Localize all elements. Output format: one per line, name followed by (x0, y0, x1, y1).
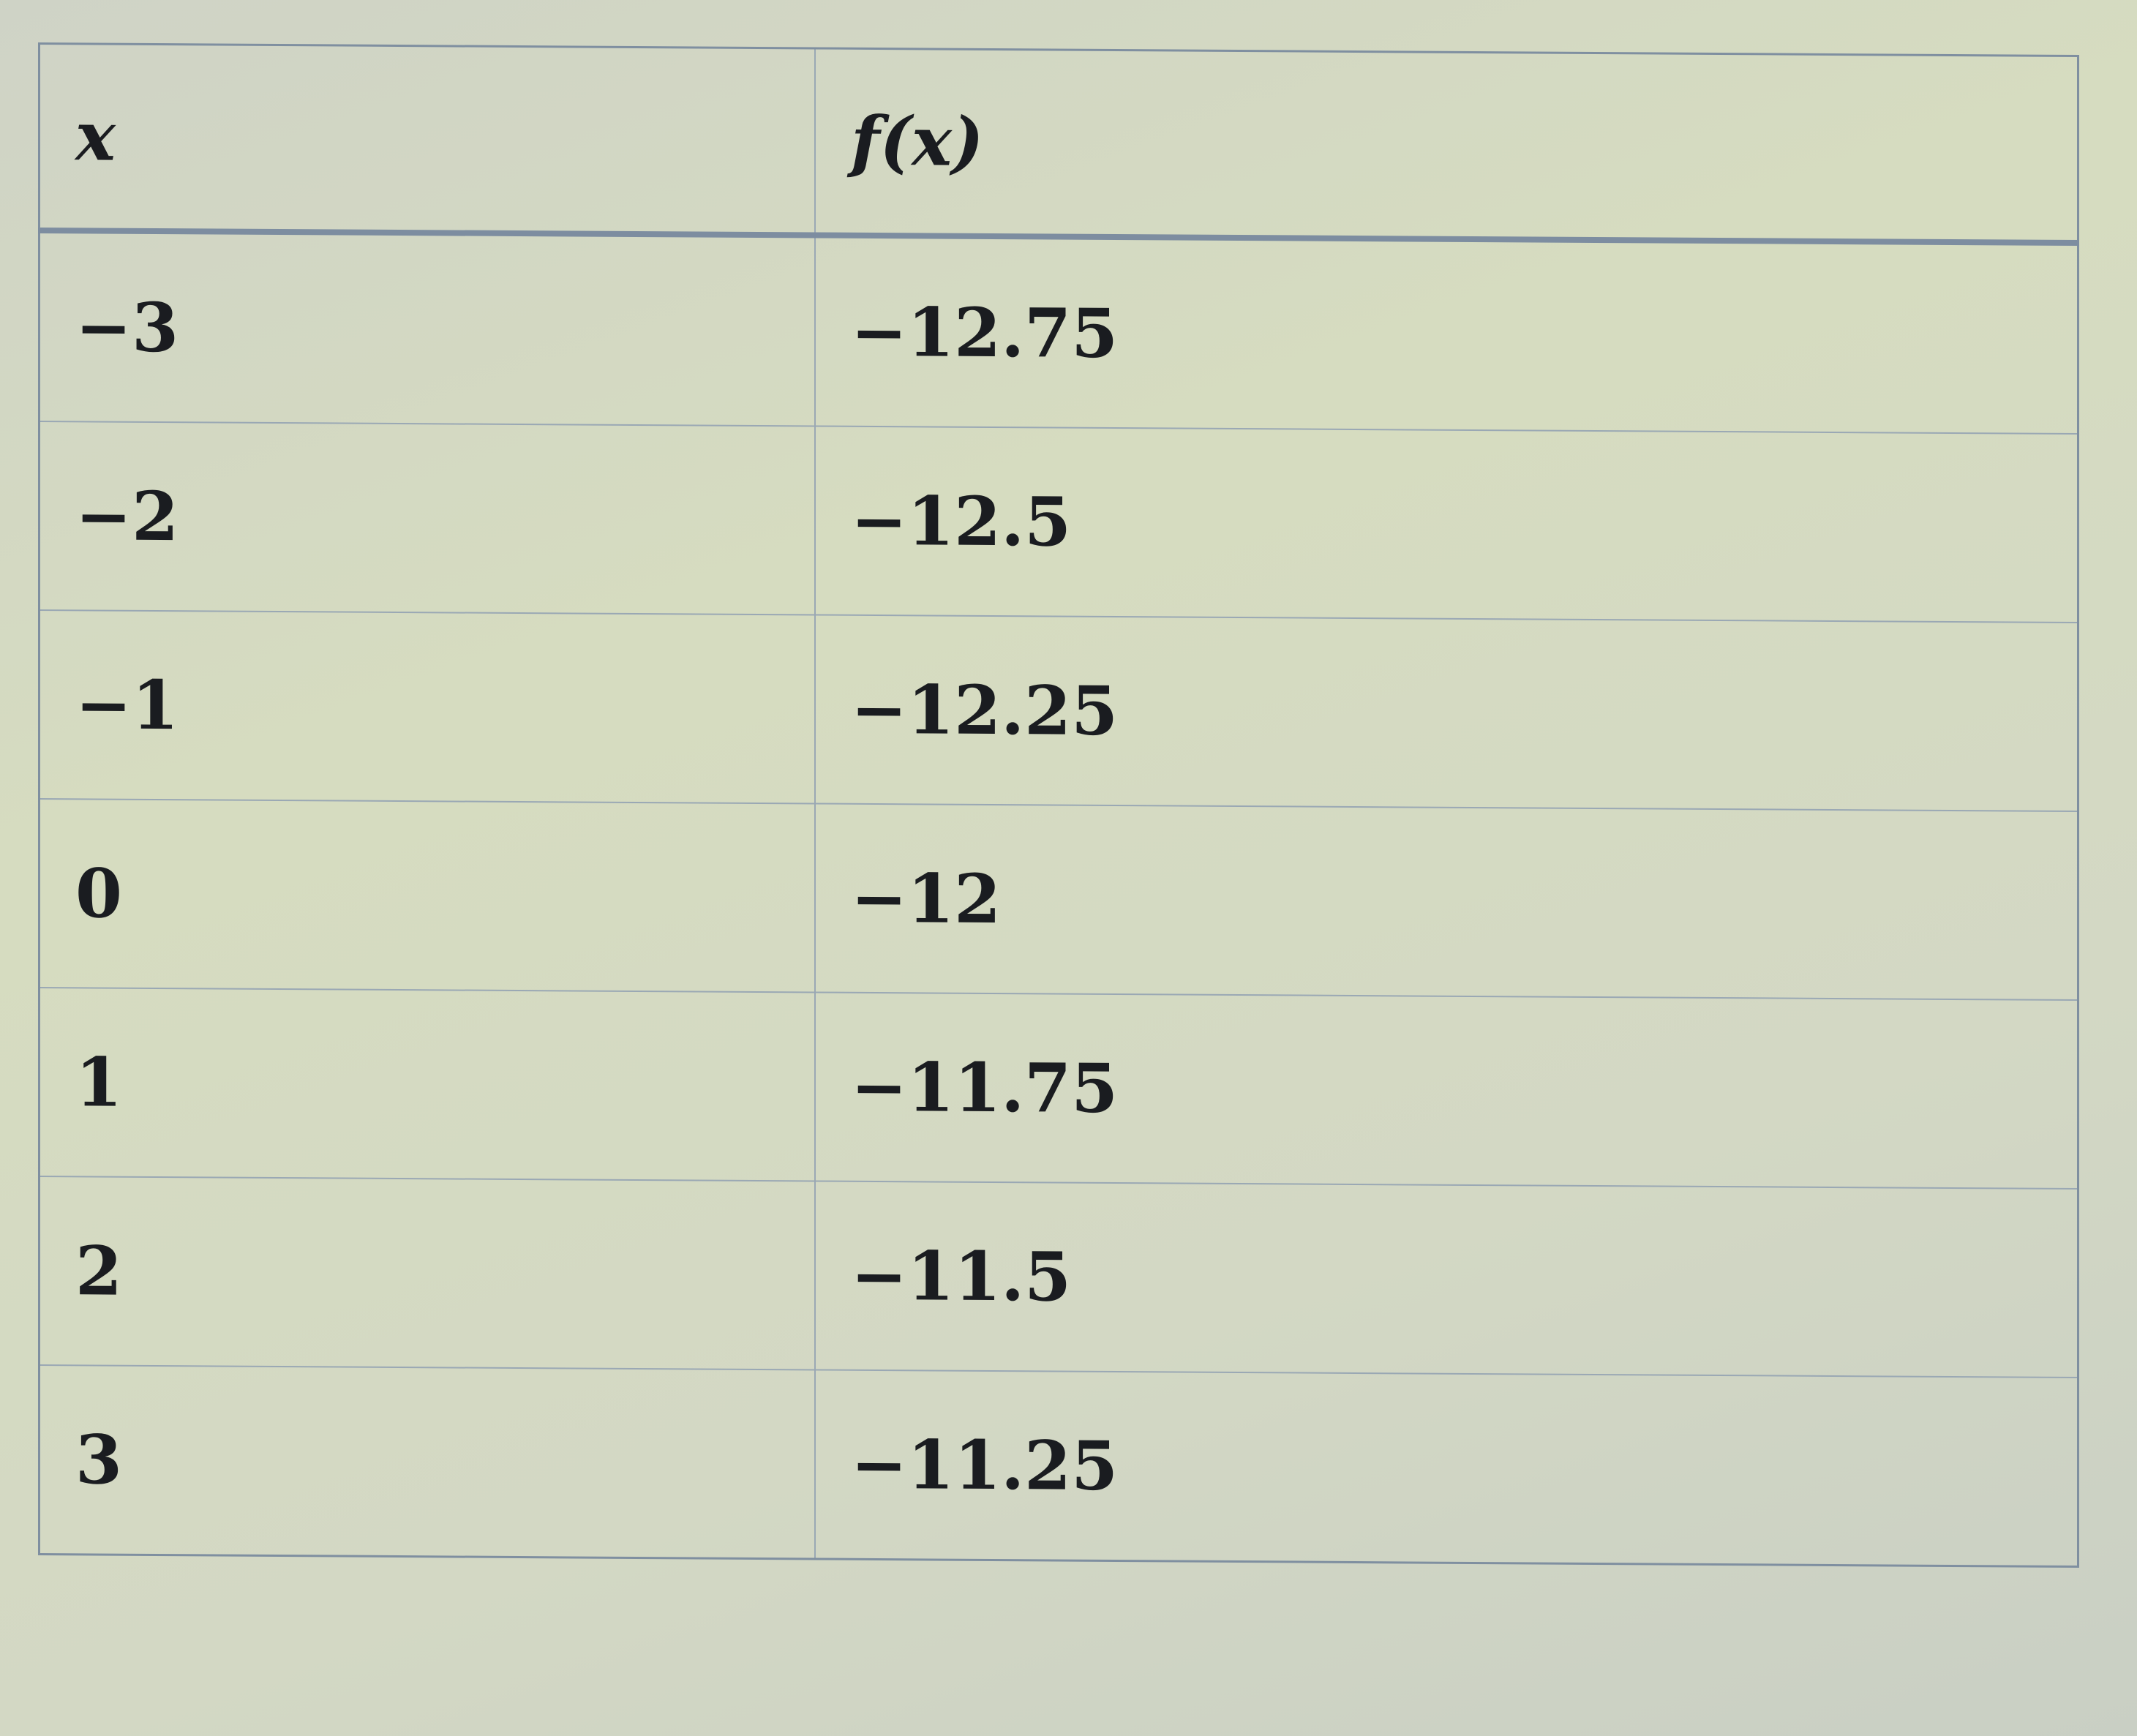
fx-value-cell: −12.25 (815, 615, 2078, 812)
fx-value-cell: −11.5 (815, 1181, 2078, 1378)
table-row: 0 −12 (39, 799, 2078, 1001)
x-value-cell: 3 (39, 1365, 815, 1559)
x-value-cell: 1 (39, 988, 815, 1181)
x-value-cell: 0 (39, 799, 815, 993)
fx-value-cell: −12.5 (815, 426, 2078, 623)
x-value-cell: −1 (39, 610, 815, 804)
fx-value-cell: −11.25 (815, 1369, 2078, 1567)
x-value-cell: −3 (39, 230, 815, 427)
header-x: x (39, 43, 815, 236)
table-row: 3 −11.25 (39, 1365, 2078, 1567)
table-row: 2 −11.5 (39, 1176, 2078, 1378)
header-row: x f(x) (39, 43, 2078, 244)
fx-value-cell: −11.75 (815, 992, 2078, 1190)
function-table: x f(x) −3 −12.75 −2 −12.5 −1 −12.25 0 −12 1 −11.7… (38, 42, 2079, 1568)
header-fx: f(x) (815, 48, 2078, 244)
table-row: −1 −12.25 (39, 610, 2078, 812)
table-row: 1 −11.75 (39, 988, 2078, 1190)
table-row: −2 −12.5 (39, 421, 2078, 623)
x-value-cell: 2 (39, 1176, 815, 1370)
fx-value-cell: −12 (815, 803, 2078, 1001)
fx-value-cell: −12.75 (815, 235, 2078, 435)
x-value-cell: −2 (39, 421, 815, 615)
table-row: −3 −12.75 (39, 230, 2078, 435)
